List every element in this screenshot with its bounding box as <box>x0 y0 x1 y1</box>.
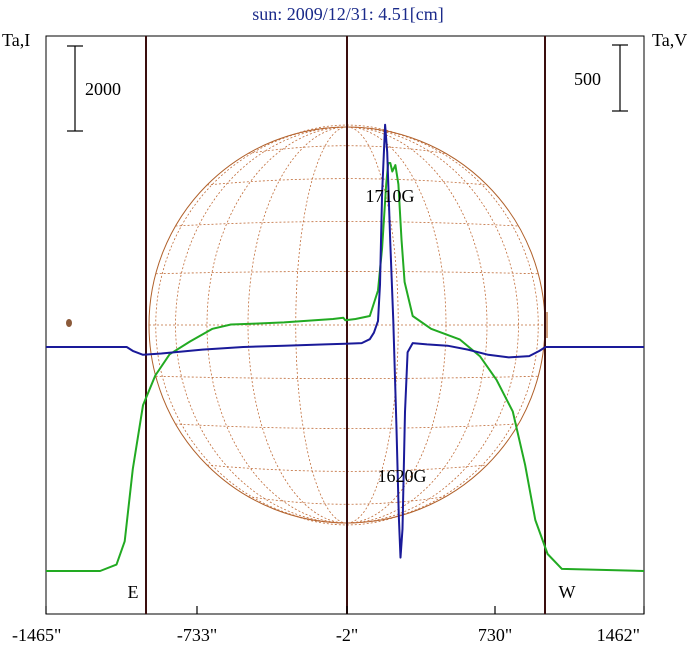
limb-label-west: W <box>559 582 576 602</box>
latitude-line <box>175 221 519 227</box>
polarization-series-line <box>46 123 644 559</box>
field-annotation: 1710G <box>366 186 415 206</box>
x-tick-label: -733" <box>177 625 217 645</box>
x-tick-label: 1462" <box>597 625 640 645</box>
longitude-line <box>346 126 488 524</box>
right-axis-label: Ta,V <box>652 30 687 50</box>
x-axis: -1465" -733" -2" 730" 1462" <box>12 606 645 645</box>
latitude-line <box>175 423 519 429</box>
latitude-line <box>247 145 447 154</box>
longitude-line <box>155 126 348 524</box>
longitude-line <box>346 126 539 524</box>
x-tick-label: 730" <box>478 625 512 645</box>
field-annotation: 1620G <box>378 466 427 486</box>
plot-frame <box>45 35 645 615</box>
longitude-line <box>346 126 519 524</box>
longitude-line <box>346 126 447 524</box>
chart-title: sun: 2009/12/31: 4.51[cm] <box>252 4 444 24</box>
scale-bars: 2000 500 <box>67 44 628 132</box>
east-limb-feature <box>66 319 72 327</box>
intensity-series-line <box>46 162 645 572</box>
longitude-line <box>346 126 399 524</box>
x-tick-label: -1465" <box>12 625 61 645</box>
longitude-line <box>247 126 348 524</box>
latitude-line <box>247 496 447 505</box>
x-tick-label: -2" <box>336 625 358 645</box>
left-scale-bar-label: 2000 <box>85 79 121 99</box>
solar-disk <box>66 124 548 526</box>
longitude-line <box>206 126 348 524</box>
annotations: 1710G 1620G <box>366 186 427 486</box>
series-layer <box>46 123 645 572</box>
limb-label-east: E <box>128 582 139 602</box>
right-scale-bar-label: 500 <box>574 69 601 89</box>
left-axis-label: Ta,I <box>2 30 30 50</box>
longitude-line <box>175 126 348 524</box>
longitude-line <box>295 126 348 524</box>
